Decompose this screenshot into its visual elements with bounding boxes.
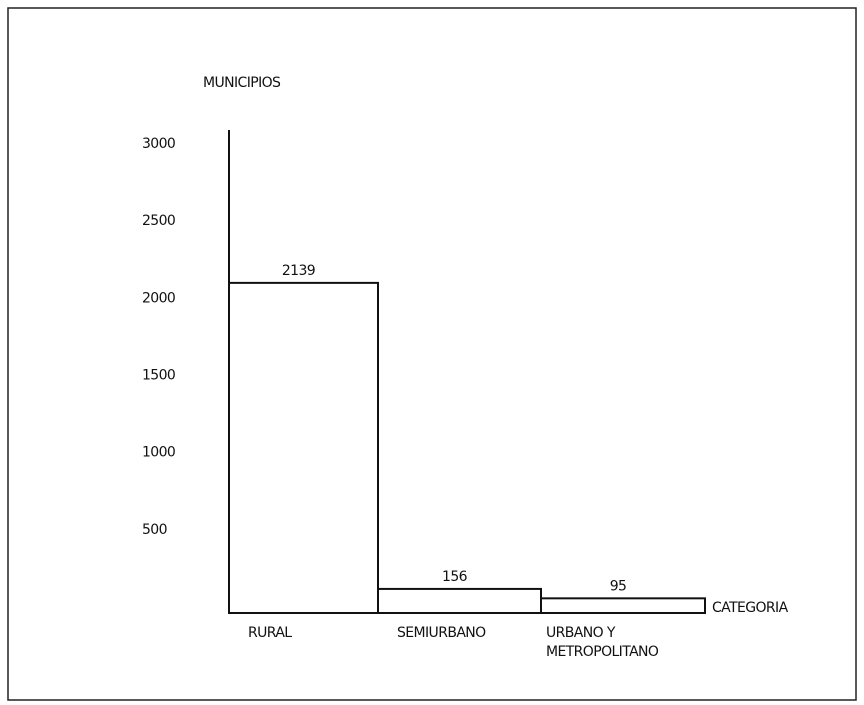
x-tick-label: RURAL: [248, 625, 292, 641]
y-tick-label: 1000: [142, 445, 175, 461]
y-tick-label: 2000: [142, 290, 175, 306]
y-tick-label: 500: [142, 522, 167, 538]
data-label: 95: [610, 578, 627, 594]
frame: [7, 7, 857, 701]
y-tick-label: 3000: [142, 136, 175, 152]
data-label: 2139: [282, 263, 315, 279]
bar: [540, 597, 706, 614]
x-tick-label: URBANO Y METROPOLITANO: [546, 625, 659, 660]
bar: [228, 281, 379, 614]
y-tick-label: 2500: [142, 213, 175, 229]
data-label: 156: [442, 569, 468, 585]
y-tick-label: 1500: [142, 368, 175, 384]
x-axis-label: CATEGORIA: [712, 600, 789, 616]
y-axis-label: MUNICIPIOS: [203, 75, 281, 91]
bar: [377, 587, 542, 615]
x-tick-label: SEMIURBANO: [397, 625, 486, 641]
